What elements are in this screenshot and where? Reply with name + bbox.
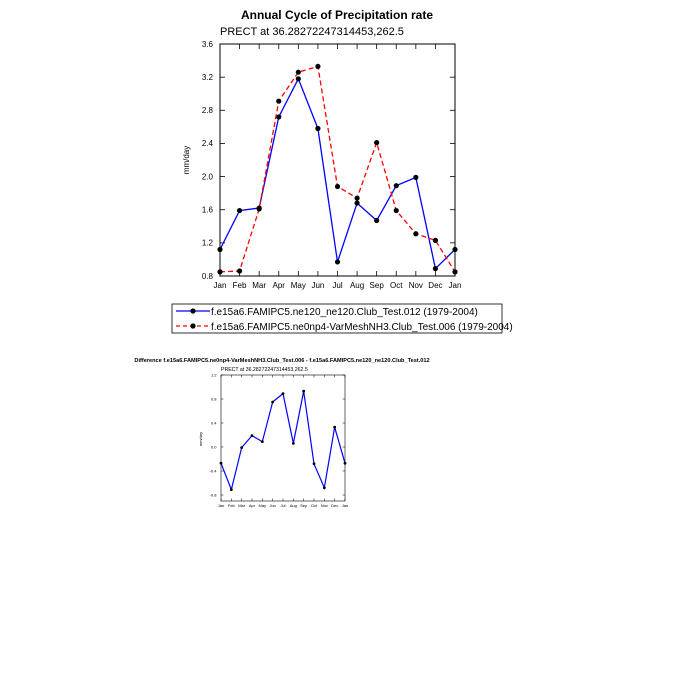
x-tick-label: Jan <box>449 281 462 290</box>
y-tick-label: 2.8 <box>202 106 214 115</box>
series-2-point <box>236 268 243 274</box>
x-tick-label: Dec <box>428 281 442 290</box>
series-2-point <box>295 69 301 75</box>
series-1-point <box>271 400 275 404</box>
x-tick-label: Oct <box>311 503 318 508</box>
difference-chart-subtitle: PRECT at 36.28272247314453,262.5 <box>221 367 308 373</box>
difference-chart-axes: -0.8 -0.4 0.0 0.4 0.8 1.2 Jan Feb Mar Apr May Jun Ju… <box>210 372 349 508</box>
series-2-point <box>256 206 262 212</box>
legend-label-1: f.e15a6.FAMIPC5.ne120_ne120.Club_Test.01… <box>211 307 478 318</box>
series-2-point <box>393 207 399 214</box>
y-tick-label: 1.2 <box>211 372 217 377</box>
x-tick-label: Aug <box>350 281 364 290</box>
y-tick-label: 0.4 <box>211 420 217 425</box>
series-1-point <box>240 446 244 449</box>
series-2-point <box>374 140 380 146</box>
main-chart-frame <box>219 43 456 277</box>
x-tick-label: Mar <box>238 503 246 508</box>
series-1-point <box>334 259 341 265</box>
main-chart: Annual Cycle of Precipitation rate PRECT… <box>182 8 461 290</box>
x-tick-label: Nov <box>409 281 423 290</box>
x-tick-label: Jul <box>280 503 285 508</box>
difference-chart-series <box>219 389 347 492</box>
series-1-point <box>281 392 285 395</box>
series-2-point <box>413 231 419 237</box>
y-tick-label: -0.8 <box>210 492 218 497</box>
y-tick-label: -0.4 <box>210 468 218 473</box>
x-tick-label: Apr <box>273 281 286 290</box>
y-tick-label: 1.6 <box>202 206 214 215</box>
series-1-point <box>250 434 254 437</box>
series-1-point <box>413 174 419 180</box>
x-tick-label: Sep <box>370 281 385 290</box>
series-1-point <box>393 183 399 189</box>
series-1-point <box>236 207 243 214</box>
main-chart-series <box>217 63 458 275</box>
legend-marker-2 <box>190 323 196 329</box>
series-1-point <box>322 486 326 490</box>
series-2-point <box>432 237 439 243</box>
series-1-point <box>229 488 233 491</box>
series-2-point <box>315 63 321 69</box>
x-tick-label: Feb <box>228 503 236 508</box>
series-2-point <box>354 195 360 201</box>
legend: f.e15a6.FAMIPC5.ne120_ne120.Club_Test.01… <box>171 303 513 334</box>
x-tick-label: Jun <box>269 503 275 508</box>
series-1-point <box>302 389 306 393</box>
series-line-2 <box>219 65 456 273</box>
y-tick-label: 0.0 <box>211 444 217 449</box>
legend-box <box>171 303 503 334</box>
difference-chart: Difference f.e15a6.FAMIPC5.ne0np4-VarMes… <box>134 358 429 508</box>
legend-marker-1 <box>190 308 196 314</box>
difference-chart-title: Difference f.e15a6.FAMIPC5.ne0np4-VarMes… <box>134 358 429 364</box>
y-tick-label: 1.2 <box>202 239 214 248</box>
series-1-point <box>291 442 295 445</box>
x-tick-label: Oct <box>390 281 403 290</box>
main-chart-title: Annual Cycle of Precipitation rate <box>241 8 433 22</box>
main-chart-axes: 0.8 1.2 1.6 2.0 2.4 2.8 3.2 3.6 Jan Feb Mar Apr May J… <box>202 40 462 290</box>
x-tick-label: Feb <box>233 281 247 290</box>
y-tick-label: 0.8 <box>202 272 214 281</box>
legend-label-2: f.e15a6.FAMIPC5.ne0np4-VarMeshNH3.Club_T… <box>211 322 513 333</box>
legend-entry-2: f.e15a6.FAMIPC5.ne0np4-VarMeshNH3.Club_T… <box>176 322 513 333</box>
x-tick-label: May <box>291 281 306 290</box>
y-tick-label: 2.0 <box>202 172 214 181</box>
y-tick-label: 2.4 <box>202 139 214 148</box>
series-1-point <box>276 114 282 120</box>
main-chart-subtitle: PRECT at 36.28272247314453,262.5 <box>220 26 404 38</box>
x-tick-label: Jun <box>311 281 324 290</box>
x-tick-label: Dec <box>331 503 338 508</box>
series-1-point <box>315 125 321 132</box>
x-tick-label: Apr <box>249 503 256 508</box>
legend-entry-1: f.e15a6.FAMIPC5.ne120_ne120.Club_Test.01… <box>176 307 478 318</box>
series-1-point <box>374 217 380 224</box>
series-1-point <box>432 265 439 272</box>
difference-chart-frame <box>220 374 346 502</box>
x-tick-label: Nov <box>321 503 328 508</box>
series-1-point <box>354 200 360 206</box>
x-tick-label: Jan <box>342 503 348 508</box>
x-tick-label: May <box>259 503 267 508</box>
main-chart-ylabel: mm/day <box>182 146 191 174</box>
series-1-point <box>260 440 264 443</box>
series-2-point <box>276 98 282 104</box>
x-tick-label: Jul <box>332 281 342 290</box>
series-1-point <box>295 76 301 82</box>
x-tick-label: Mar <box>252 281 266 290</box>
y-tick-label: 3.6 <box>202 40 214 49</box>
series-1-point <box>333 425 337 429</box>
x-tick-label: Jan <box>214 281 227 290</box>
x-tick-label: Sep <box>300 503 308 508</box>
x-tick-label: Aug <box>290 503 297 508</box>
series-line-1 <box>220 391 346 492</box>
series-line-1 <box>219 77 456 270</box>
series-2-point <box>334 183 341 190</box>
difference-chart-ylabel: mm/day <box>198 432 203 446</box>
y-tick-label: 0.8 <box>211 396 217 401</box>
x-tick-label: Jan <box>218 503 224 508</box>
y-tick-label: 3.2 <box>202 73 214 82</box>
series-1-point <box>312 462 316 466</box>
